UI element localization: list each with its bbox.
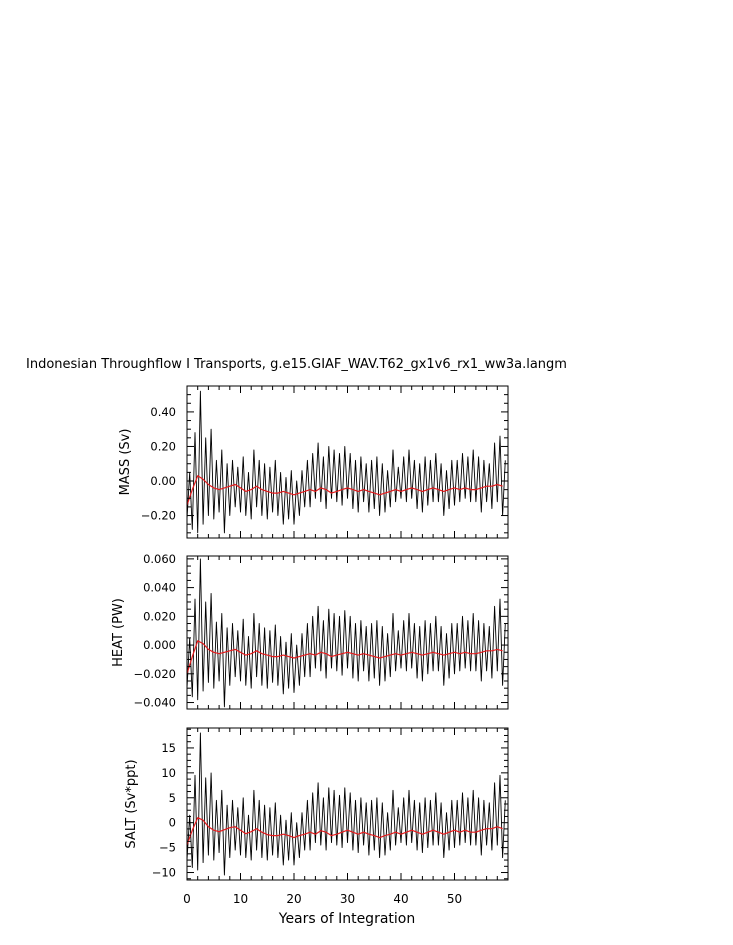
x-tick-label: 50 [447, 892, 462, 906]
y-tick-label: 5 [169, 791, 176, 805]
smoothed-series-line [186, 817, 503, 846]
monthly-series-line [186, 732, 506, 876]
panel-1: −0.20 0.00 0.20 0.40 MASS (Sv) [118, 385, 509, 539]
y-tick-label: 0.20 [150, 439, 176, 453]
y-tick-label: 0 [169, 816, 176, 830]
y-tick-label: 15 [161, 741, 176, 755]
y-axis-label: HEAT (PW) [111, 598, 126, 667]
y-tick-label: 0.020 [143, 609, 176, 623]
y-tick-label: −0.040 [133, 696, 176, 710]
smoothed-series-line [186, 475, 503, 506]
y-tick-label: −10 [152, 866, 176, 880]
y-tick-label: 0.060 [143, 552, 176, 566]
monthly-series-line [186, 390, 506, 534]
smoothed-series-line [186, 640, 503, 674]
x-tick-label: 20 [286, 892, 301, 906]
y-tick-label: 0.40 [150, 405, 176, 419]
y-axis-label: SALT (Sv*ppt) [124, 759, 139, 848]
y-tick-label: 0.000 [143, 638, 176, 652]
x-tick-label: 0 [183, 892, 191, 906]
panel-2: −0.040 −0.020 0.000 0.020 0.040 0.060 HEAT (PW… [111, 552, 509, 710]
y-tick-label: −0.020 [133, 667, 176, 681]
y-tick-label: 0.040 [143, 581, 176, 595]
x-tick-label: 30 [340, 892, 355, 906]
x-axis-label: Years of Integration [278, 911, 415, 927]
figure-title: Indonesian Throughflow I Transports, g.e… [26, 357, 567, 372]
y-tick-label: 0.00 [150, 474, 176, 488]
y-axis-label: MASS (Sv) [118, 429, 133, 496]
panel-3: 0 10 20 30 40 50 −10 −5 0 5 10 15 SALT (Sv*ppt) [124, 727, 509, 906]
y-tick-label: 10 [161, 766, 176, 780]
x-tick-label: 10 [233, 892, 248, 906]
y-tick-label: −0.20 [141, 509, 176, 523]
y-tick-label: −5 [159, 841, 176, 855]
panels-group: −0.20 0.00 0.20 0.40 MASS (Sv) −0.040 −0.020 0.… [111, 385, 509, 906]
monthly-series-line [186, 558, 506, 708]
x-tick-label: 40 [393, 892, 408, 906]
